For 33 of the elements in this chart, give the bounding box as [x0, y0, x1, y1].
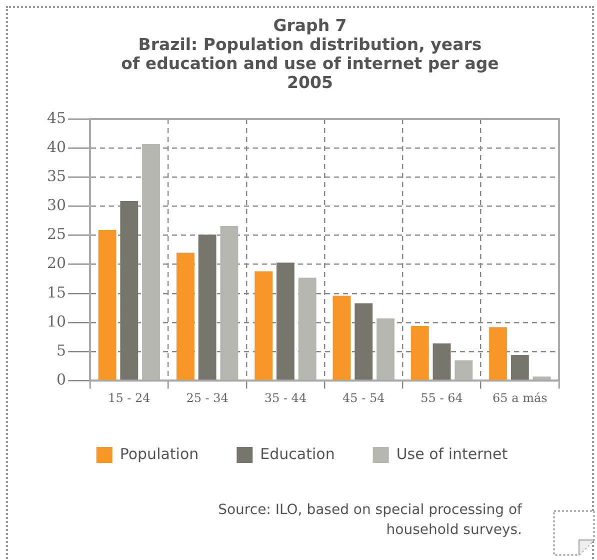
legend-label: Use of internet	[396, 444, 508, 463]
bar	[120, 200, 138, 380]
bar	[489, 327, 508, 380]
bar	[410, 326, 429, 380]
bar	[198, 234, 216, 380]
y-tick-label: 5	[56, 341, 66, 360]
y-tick-label: 15	[46, 283, 66, 302]
y-tick-label: 40	[46, 138, 66, 156]
y-tick-label: 35	[46, 167, 66, 186]
source-note: Source: ILO, based on special processing of household surveys.	[217, 501, 522, 540]
bar	[432, 343, 451, 380]
legend-label: Population	[120, 444, 199, 463]
x-tick-label: 25 - 34	[186, 390, 229, 405]
x-tick-label: 65 a más	[492, 390, 548, 405]
y-tick-label: 10	[46, 312, 66, 330]
legend-label: Education	[260, 444, 335, 463]
bar	[98, 230, 116, 380]
chart-title: Graph 7 Brazil: Population distribution, years of education and use of internet per age 2005	[120, 16, 500, 92]
bar	[510, 355, 529, 380]
bar	[176, 252, 194, 380]
y-tick-label: 45	[46, 108, 66, 127]
bar	[254, 271, 273, 380]
x-tick-label: 45 - 54	[342, 390, 386, 405]
y-tick-label: 0	[56, 370, 66, 388]
y-tick-label: 30	[46, 196, 66, 214]
bar	[332, 296, 351, 380]
y-tick-label: 25	[46, 225, 66, 244]
x-tick-label: 15 - 24	[108, 390, 151, 405]
bar	[276, 262, 294, 380]
x-tick-label: 35 - 44	[264, 390, 307, 405]
y-tick-label: 20	[46, 254, 66, 272]
bar	[354, 303, 373, 380]
x-tick-label: 55 - 64	[420, 390, 464, 405]
